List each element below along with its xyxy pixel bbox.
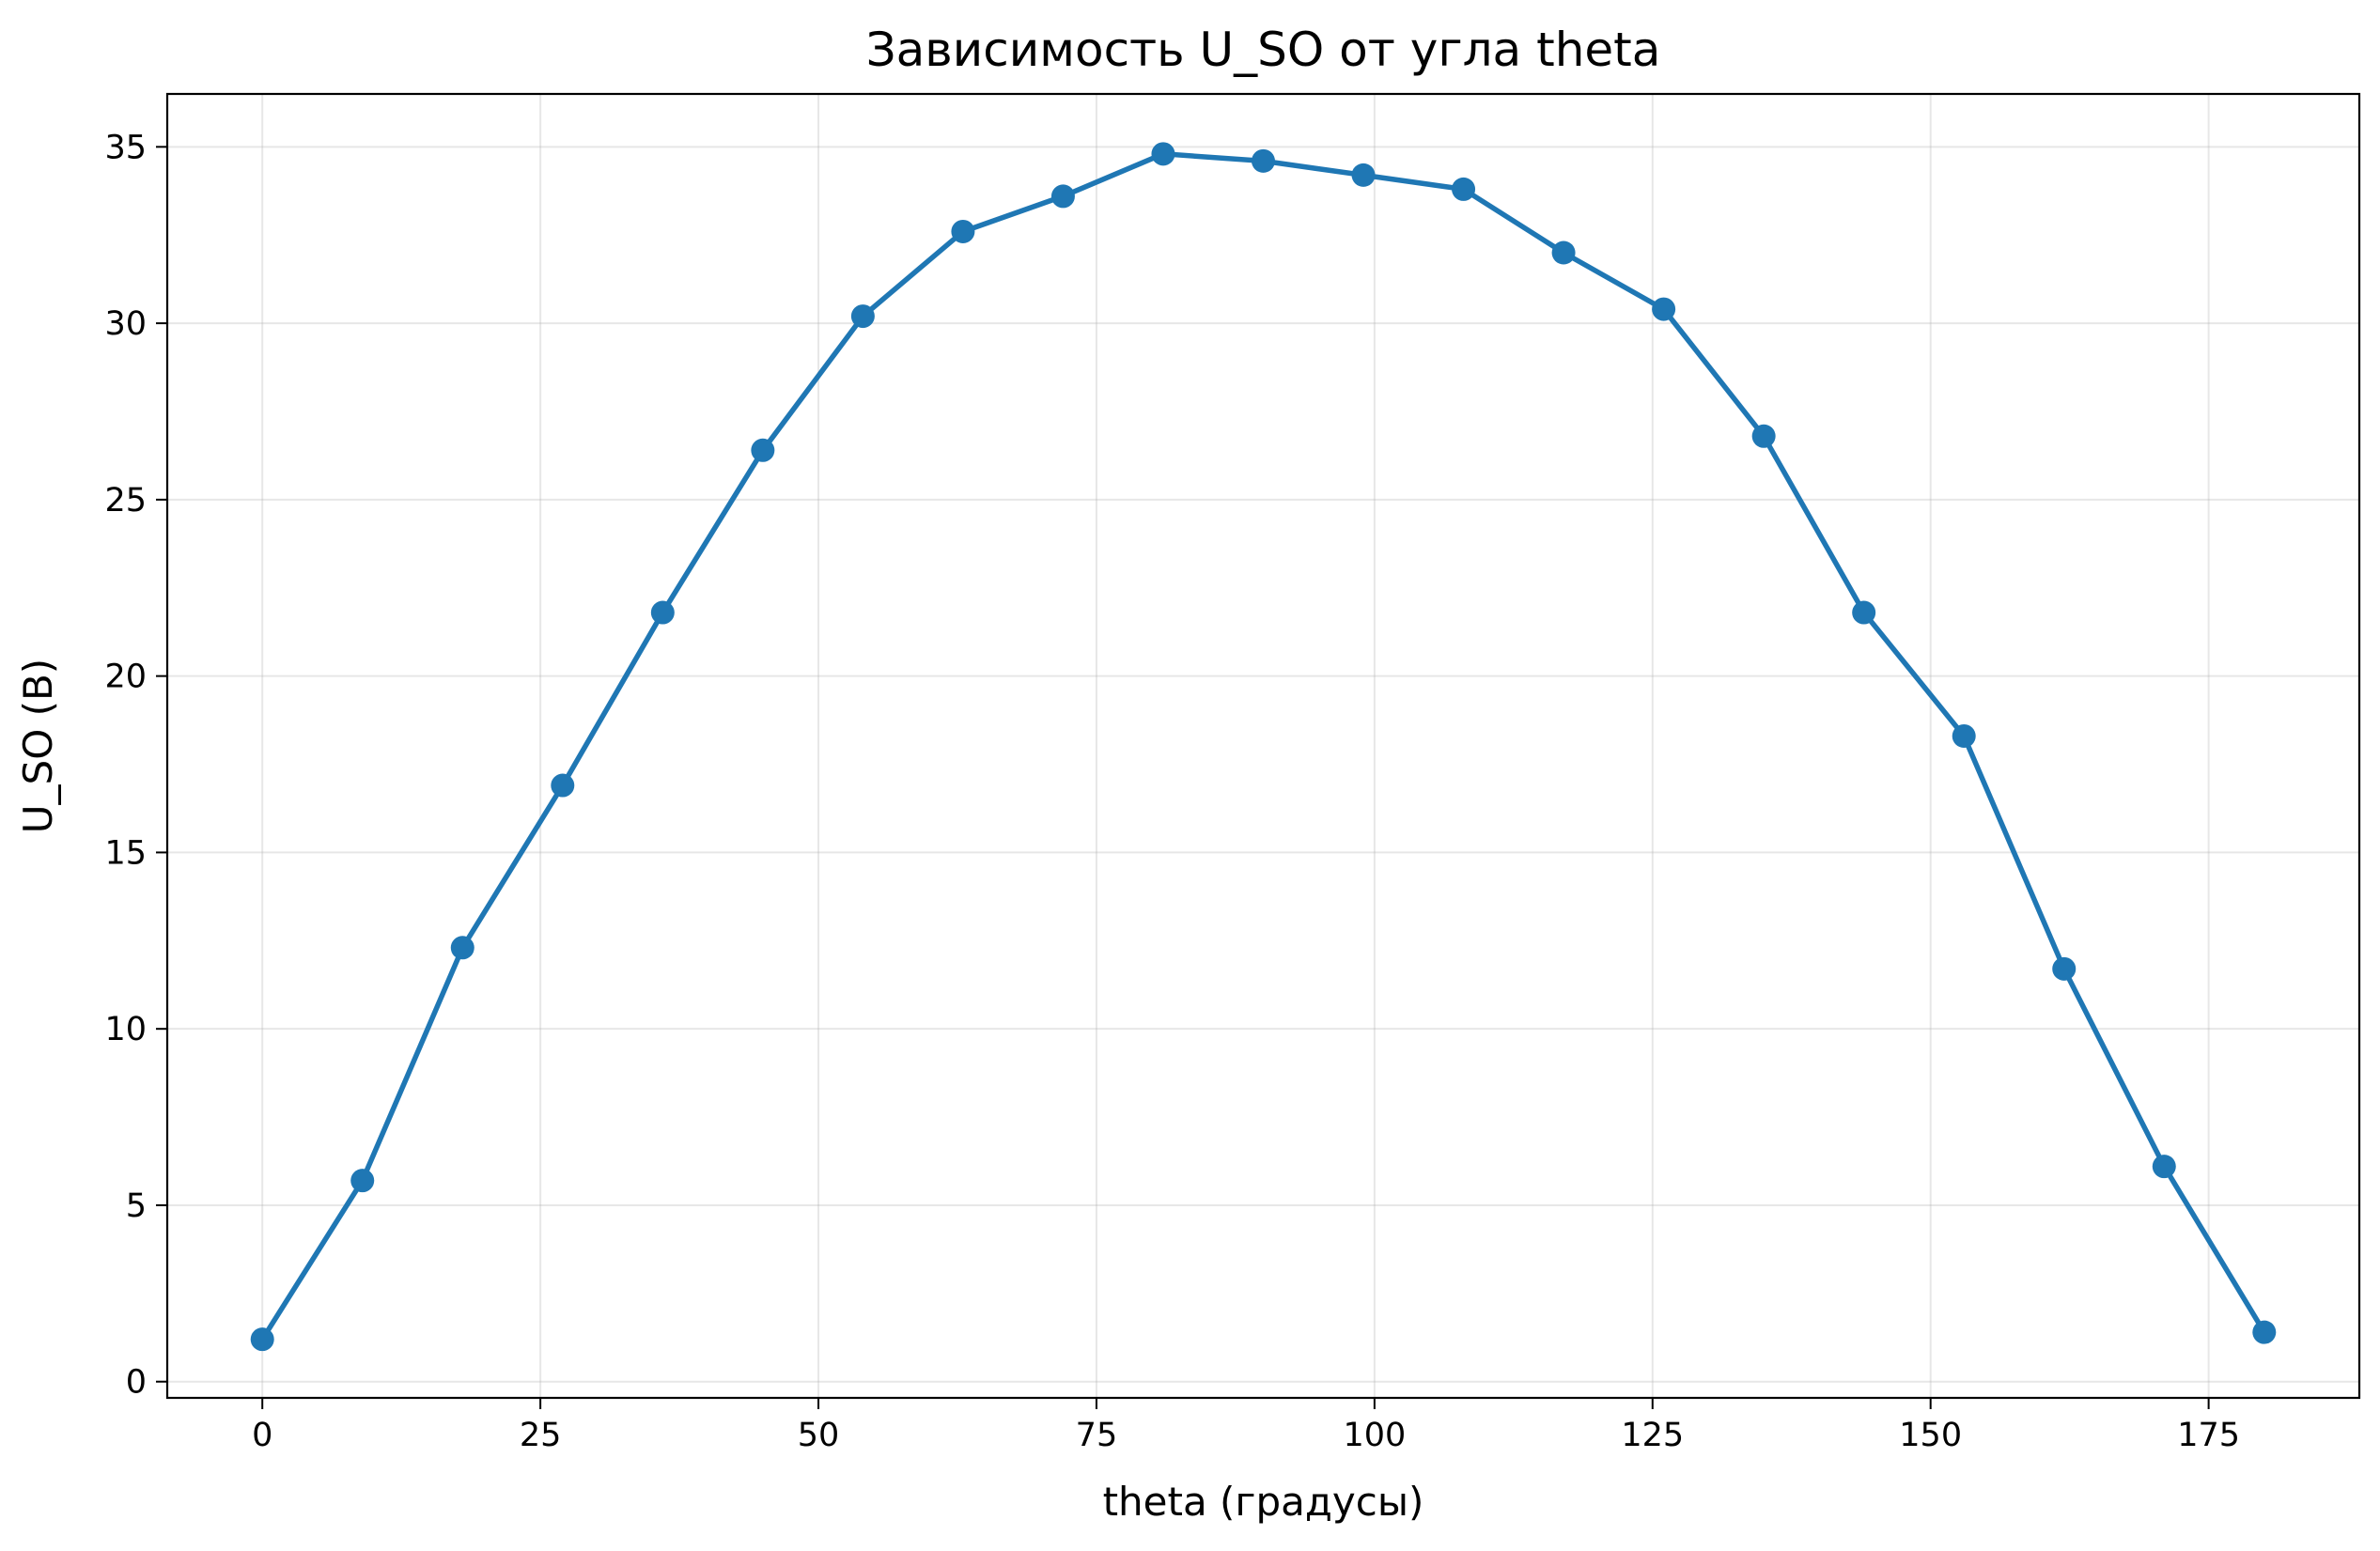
data-point	[1351, 163, 1376, 187]
data-point	[1652, 297, 1676, 321]
x-tick-label: 100	[1343, 1417, 1406, 1454]
data-point	[1452, 177, 1476, 201]
data-point	[850, 304, 875, 329]
y-tick-label: 25	[104, 482, 147, 520]
data-point	[1050, 184, 1075, 209]
data-point	[450, 936, 474, 960]
x-axis-label: theta (градусы)	[1103, 1479, 1424, 1525]
x-tick-label: 0	[252, 1417, 272, 1454]
data-point	[1751, 424, 1776, 448]
x-tick-label: 150	[1899, 1417, 1962, 1454]
x-tick-label: 175	[2177, 1417, 2240, 1454]
data-point	[1852, 600, 1876, 625]
data-point	[650, 600, 675, 625]
y-tick-label: 30	[104, 305, 147, 343]
data-point	[1551, 240, 1576, 265]
ticks: 0 25 50 75 100 125 150 175 0 5 10 15 20 25 30 35	[104, 129, 2240, 1454]
x-tick-label: 125	[1621, 1417, 1684, 1454]
y-tick-label: 15	[104, 834, 147, 872]
series-layer	[250, 142, 2277, 1352]
x-tick-label: 50	[798, 1417, 840, 1454]
y-tick-label: 0	[126, 1364, 147, 1402]
chart-title: Зависимость U_SO от угла theta	[866, 23, 1661, 77]
y-tick-label: 10	[104, 1011, 147, 1048]
data-point	[1252, 148, 1275, 173]
data-point	[951, 219, 975, 243]
data-point	[250, 1327, 274, 1352]
data-point	[2052, 956, 2077, 981]
data-point	[751, 438, 775, 462]
x-tick-label: 75	[1076, 1417, 1118, 1454]
data-point	[1151, 142, 1175, 166]
y-axis-label: U_SO (В)	[15, 659, 61, 833]
x-tick-label: 25	[520, 1417, 562, 1454]
data-point	[2252, 1320, 2277, 1344]
y-tick-label: 5	[126, 1187, 147, 1225]
data-point	[551, 773, 575, 798]
y-tick-label: 20	[104, 659, 147, 696]
data-point	[1952, 723, 1976, 748]
data-point	[350, 1169, 375, 1193]
y-tick-label: 35	[104, 129, 147, 166]
data-point	[2152, 1155, 2176, 1179]
plot-frame	[165, 92, 2361, 1400]
